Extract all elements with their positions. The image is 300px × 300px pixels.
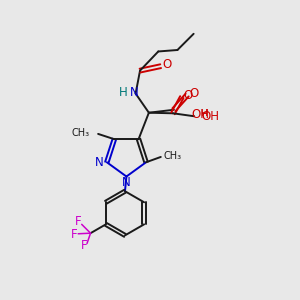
Text: O: O	[184, 89, 193, 102]
Text: OH: OH	[191, 108, 209, 121]
Text: H: H	[200, 109, 207, 118]
Text: N: N	[122, 176, 131, 190]
Text: F: F	[71, 228, 78, 241]
Text: CH₃: CH₃	[164, 151, 182, 161]
Text: N: N	[95, 156, 104, 169]
Text: N: N	[130, 86, 139, 100]
Text: F: F	[75, 215, 82, 229]
Text: CH₃: CH₃	[72, 128, 90, 138]
Text: OH: OH	[202, 110, 220, 123]
Text: O: O	[163, 58, 172, 71]
Text: H: H	[118, 86, 127, 99]
Text: F: F	[81, 239, 88, 252]
Text: O: O	[189, 87, 198, 100]
